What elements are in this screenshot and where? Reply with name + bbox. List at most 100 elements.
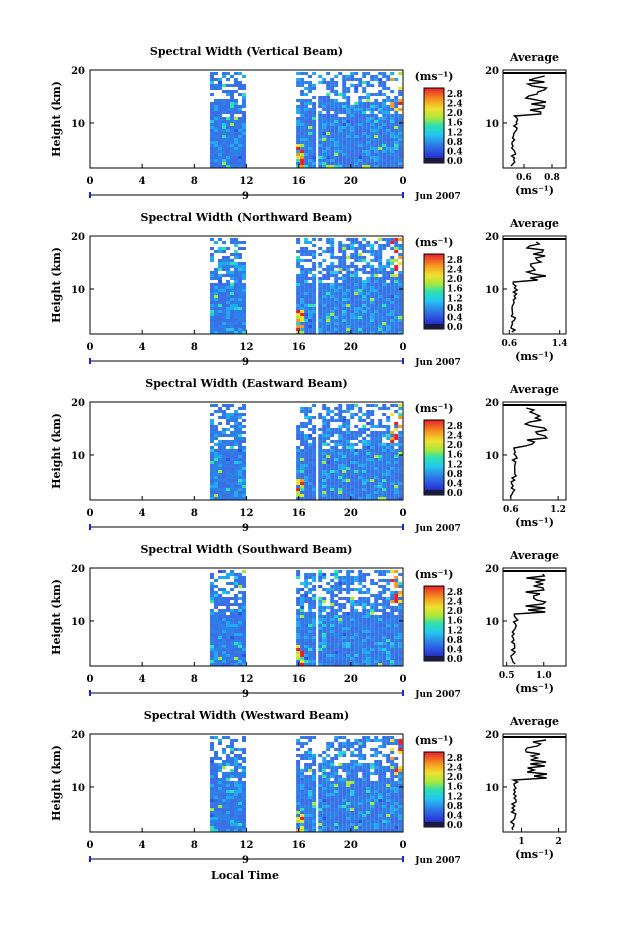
heatmap-cell (362, 286, 367, 289)
heatmap-cell (374, 437, 379, 440)
heatmap-cell (390, 594, 395, 597)
heatmap-cell (210, 633, 214, 636)
heatmap-cell (296, 105, 301, 108)
heatmap-cell (222, 663, 226, 666)
heatmap-cell (300, 636, 305, 639)
heatmap-cell (214, 301, 218, 304)
heatmap-cell (346, 162, 351, 165)
heatmap-cell (300, 292, 305, 295)
heatmap-cell (304, 769, 309, 772)
heatmap-cell (234, 615, 238, 618)
heatmap-cell (334, 295, 339, 298)
heatmap-cell (350, 760, 355, 763)
heatmap-cell (394, 268, 399, 271)
heatmap-cell (334, 766, 339, 769)
heatmap-cell (342, 75, 347, 78)
heatmap-cell (378, 597, 383, 600)
heatmap-cell (338, 141, 343, 144)
heatmap-cell (334, 796, 339, 799)
heatmap-cell (296, 639, 301, 642)
heatmap-cell (366, 114, 371, 117)
heatmap-cell (374, 467, 379, 470)
heatmap-cell (230, 102, 234, 105)
heatmap-cell (242, 624, 246, 627)
heatmap-cell (234, 72, 238, 75)
heatmap-cell (342, 440, 347, 443)
heatmap-cell (346, 292, 351, 295)
heatmap-cell (398, 407, 403, 410)
heatmap-cell (354, 298, 359, 301)
heatmap-cell (342, 295, 347, 298)
heatmap-cell (362, 769, 367, 772)
heatmap-cell (242, 458, 246, 461)
heatmap-cell (370, 636, 375, 639)
heatmap-cell (326, 298, 331, 301)
heatmap-cell (338, 609, 343, 612)
heatmap-cell (222, 307, 226, 310)
heatmap-cell (234, 316, 238, 319)
heatmap-cell (230, 150, 234, 153)
heatmap-cell (346, 295, 351, 298)
heatmap-cell (308, 467, 313, 470)
heatmap-cell (326, 639, 331, 642)
heatmap-cell (296, 636, 301, 639)
heatmap-cell (222, 431, 226, 434)
heatmap-cell (330, 416, 335, 419)
heatmap-cell (214, 470, 218, 473)
heatmap-cell (242, 805, 246, 808)
heatmap-cell (226, 307, 230, 310)
heatmap-cell (234, 244, 238, 247)
heatmap-cell (304, 280, 309, 283)
heatmap-cell (312, 811, 317, 814)
heatmap-cell (326, 811, 331, 814)
heatmap-cell (308, 736, 313, 739)
heatmap-cell (312, 618, 317, 621)
heatmap-cell (218, 434, 222, 437)
colorbar-tick-label: 0.8 (447, 138, 463, 148)
heatmap-cell (318, 102, 323, 105)
heatmap-cell (214, 615, 218, 618)
heatmap-cell (210, 621, 214, 624)
heatmap-cell (230, 316, 234, 319)
heatmap-cell (386, 663, 391, 666)
heatmap-cell (366, 150, 371, 153)
heatmap-cell (374, 823, 379, 826)
heatmap-cell (390, 114, 395, 117)
heatmap-cell (366, 597, 371, 600)
heatmap-cell (312, 455, 317, 458)
heatmap-cell (230, 132, 234, 135)
heatmap-cell (358, 624, 363, 627)
heatmap-cell (330, 648, 335, 651)
heatmap-cell (226, 304, 230, 307)
heatmap-cell (362, 600, 367, 603)
heatmap-cell (230, 147, 234, 150)
heatmap-cell (342, 84, 347, 87)
heatmap-cell (326, 126, 331, 129)
heatmap-cell (386, 431, 391, 434)
heatmap-cell (362, 648, 367, 651)
heatmap-cell (238, 793, 242, 796)
heatmap-cell (354, 657, 359, 660)
x-tick-label: 0 (87, 176, 94, 187)
heatmap-cell (378, 141, 383, 144)
heatmap-cell (378, 422, 383, 425)
heatmap-cell (378, 778, 383, 781)
heatmap-cell (234, 90, 238, 93)
heatmap-cell (374, 805, 379, 808)
heatmap-cell (354, 612, 359, 615)
heatmap-cell (312, 476, 317, 479)
heatmap-cell (230, 823, 234, 826)
heatmap-cell (366, 491, 371, 494)
heatmap-cell (242, 639, 246, 642)
heatmap-cell (358, 322, 363, 325)
heatmap-cell (308, 588, 313, 591)
heatmap-cell (374, 458, 379, 461)
heatmap-cell (330, 618, 335, 621)
heatmap-cell (358, 645, 363, 648)
heatmap (210, 404, 403, 500)
heatmap-cell (330, 268, 335, 271)
heatmap-cell (238, 618, 242, 621)
heatmap-cell (370, 473, 375, 476)
heatmap-cell (238, 473, 242, 476)
heatmap-cell (226, 775, 230, 778)
